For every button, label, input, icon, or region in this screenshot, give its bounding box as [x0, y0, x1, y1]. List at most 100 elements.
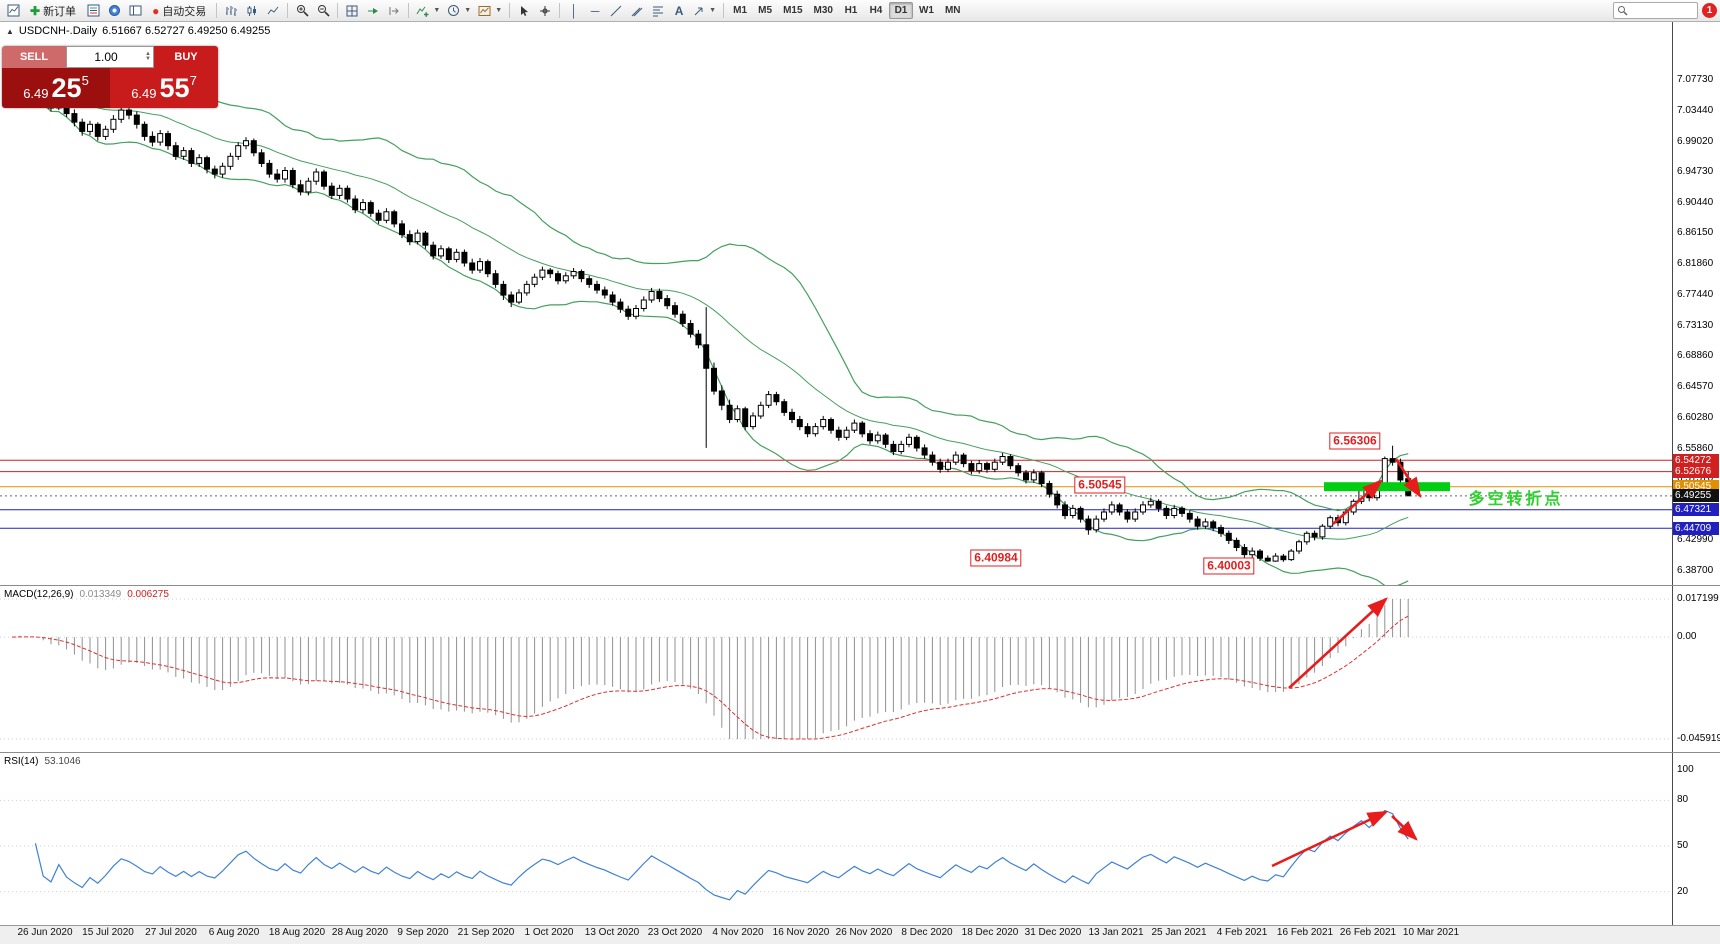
time-axis[interactable] [0, 925, 1720, 944]
price-axis-label: 7.03440 [1677, 105, 1714, 116]
callout-pivot-price[interactable]: 6.50545 [1074, 476, 1126, 494]
market-watch-button[interactable] [83, 1, 103, 21]
arrow-tool-icon [694, 7, 703, 15]
charts-menu-button[interactable] [3, 1, 23, 21]
text-tool-button[interactable]: A [669, 1, 689, 21]
volume-stepper[interactable]: ▲ ▼ [145, 51, 153, 62]
trendline-icon [610, 5, 622, 16]
navigator-button[interactable] [125, 1, 145, 21]
date-label: 10 Mar 2021 [1402, 927, 1460, 938]
timeframe-m15[interactable]: M15 [783, 5, 803, 16]
price-line-tag: 6.47321 [1673, 503, 1719, 516]
chevron-down-icon: ▼ [464, 7, 472, 14]
main-chart[interactable] [0, 22, 1672, 585]
auto-scroll-button[interactable] [363, 1, 383, 21]
data-window-button[interactable] [104, 1, 124, 21]
channel-tool-button[interactable] [627, 1, 647, 21]
timeframe-m30[interactable]: M30 [813, 5, 833, 16]
tile-windows-button[interactable] [342, 1, 362, 21]
toolbar: ✚ 新订单 ● 自动交易 ▼ ▼ ▼ │ ─ A ▼ M1 M5 M15 M3 [0, 0, 1720, 22]
date-label: 1 Oct 2020 [524, 927, 574, 938]
toolbar-separator [509, 3, 511, 18]
callout-high[interactable]: 6.56306 [1329, 432, 1381, 450]
chart-window-icon [7, 4, 19, 17]
date-label: 18 Aug 2020 [268, 927, 326, 938]
search-input[interactable] [1630, 4, 1694, 17]
callout-low-1[interactable]: 6.40984 [970, 549, 1022, 567]
buy-button[interactable]: BUY [154, 46, 218, 68]
stepper-down-icon[interactable]: ▼ [145, 56, 151, 62]
timeframe-m1[interactable]: M1 [733, 5, 748, 16]
timeframe-h4[interactable]: H4 [869, 5, 883, 16]
buy-price-panel[interactable]: 6.49 55 7 [110, 68, 218, 108]
sell-button[interactable]: SELL [2, 46, 66, 68]
cursor-tool-button[interactable] [514, 1, 534, 21]
search-icon [1618, 6, 1628, 16]
macd-panel[interactable] [0, 586, 1672, 752]
pivot-label[interactable]: 多空转折点 [1468, 491, 1564, 508]
rsi-label: RSI(14) 53.1046 [4, 756, 81, 767]
chart-ohlc-text: 6.51667 6.52727 6.49250 6.49255 [102, 25, 271, 37]
horizontal-lines[interactable] [0, 459, 1672, 529]
date-label: 4 Feb 2021 [1216, 927, 1268, 938]
candles [9, 80, 1412, 562]
toolbar-separator [337, 3, 339, 18]
macd-main-value: 0.013349 [79, 589, 122, 600]
macd-panel-splitter[interactable] [0, 585, 1720, 586]
rsi-level-lines [0, 799, 1672, 893]
chevron-down-icon: ▼ [433, 7, 441, 14]
date-label: 18 Dec 2020 [961, 927, 1019, 938]
template-icon [478, 5, 491, 16]
candlestick-chart-type-button[interactable] [242, 1, 262, 21]
timeframe-m5[interactable]: M5 [758, 5, 773, 16]
fibonacci-tool-button[interactable] [648, 1, 668, 21]
price-axis-label: 6.64570 [1677, 381, 1714, 392]
periods-button[interactable]: ▼ [444, 1, 474, 21]
line-chart-type-button[interactable] [263, 1, 283, 21]
stepper-up-icon[interactable]: ▲ [145, 51, 151, 57]
trendline-tool-button[interactable] [606, 1, 626, 21]
templates-button[interactable]: ▼ [475, 1, 505, 21]
arrows-tool-button[interactable]: ▼ [690, 1, 719, 21]
chart-symbol-icon: ▲ [6, 26, 14, 36]
date-label: 26 Nov 2020 [835, 927, 893, 938]
price-axis-label: 6.55860 [1677, 443, 1714, 454]
notification-badge[interactable]: 1 [1702, 3, 1717, 18]
zoom-in-button[interactable] [292, 1, 312, 21]
volume-input[interactable] [67, 50, 146, 64]
new-order-button[interactable]: ✚ 新订单 [24, 1, 82, 21]
search-box [1613, 2, 1698, 19]
timeframe-d1[interactable]: D1 [888, 2, 913, 19]
price-line-tag: 6.52676 [1673, 465, 1719, 478]
zoom-out-button[interactable] [313, 1, 333, 21]
rsi-panel-splitter[interactable] [0, 752, 1720, 753]
bar-chart-type-button[interactable] [221, 1, 241, 21]
toolbar-separator [408, 3, 410, 18]
buy-price-big: 6.49 [131, 86, 157, 101]
price-axis-label: 6.42990 [1677, 534, 1714, 545]
callout-low-2[interactable]: 6.40003 [1203, 557, 1255, 575]
timeframe-w1[interactable]: W1 [918, 5, 934, 16]
current-price-tag: 6.49255 [1673, 489, 1719, 502]
chart-shift-button[interactable] [384, 1, 404, 21]
text-icon: A [674, 3, 684, 18]
timeframe-mn[interactable]: MN [944, 5, 961, 16]
volume-field: ▲▼ [66, 46, 154, 68]
timeframe-h1[interactable]: H1 [844, 5, 858, 16]
autotrading-button[interactable]: ● 自动交易 [146, 1, 212, 21]
crosshair-tool-button[interactable] [535, 1, 555, 21]
fibonacci-icon [653, 6, 664, 16]
indicators-button[interactable]: ▼ [413, 1, 443, 21]
sell-price-panel[interactable]: 6.49 25 5 [2, 68, 110, 108]
zoom-out-icon [317, 5, 330, 17]
macd-signal-line [11, 615, 1409, 740]
date-label: 21 Sep 2020 [457, 927, 515, 938]
macd-signal-value: 0.006275 [127, 589, 169, 600]
rsi-panel[interactable] [0, 753, 1672, 925]
horizontal-line-tool-button[interactable]: ─ [585, 1, 605, 21]
rsi-axis-label: 100 [1677, 764, 1694, 775]
price-axis-label: 6.68860 [1677, 350, 1714, 361]
vertical-line-tool-button[interactable]: │ [564, 1, 584, 21]
